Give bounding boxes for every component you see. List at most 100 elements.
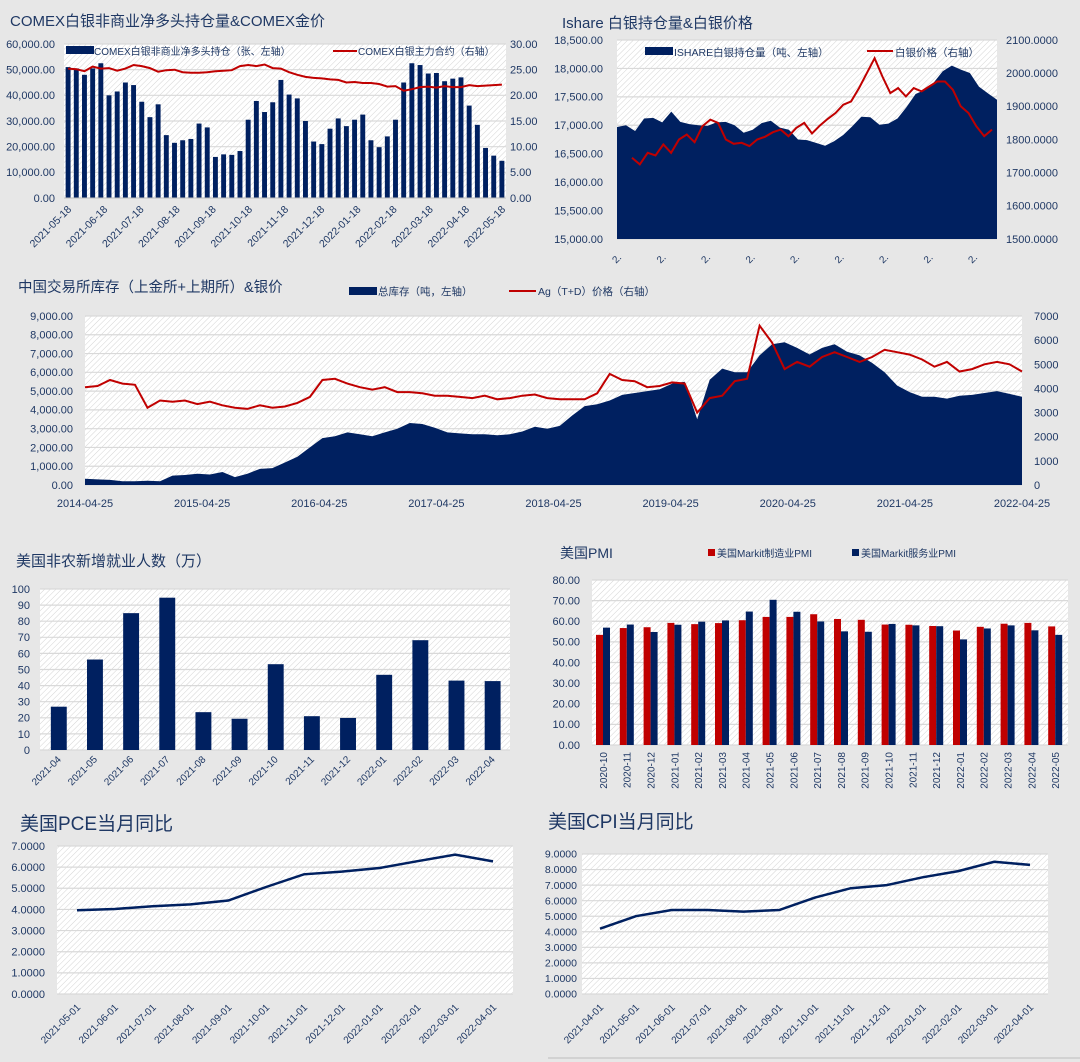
y-tick-label: 10,000.00 (6, 167, 55, 179)
ishare-chart: Ishare 白银持仓量&白银价格 15,000.00 15,500.00 16,00… (554, 15, 1058, 266)
y-tick-label: 30,000.00 (6, 116, 55, 128)
y2-tick-label: 1900.0000 (1006, 101, 1058, 113)
x-tick-label: 2021-12 (319, 754, 353, 788)
y-tick-label: 8.0000 (545, 864, 577, 876)
bar (401, 82, 407, 198)
y2-tick-label: 2100.0000 (1006, 35, 1058, 47)
bar-manufacturing (905, 624, 913, 745)
legend-label: ISHARE白银持仓量（吨、左轴） (674, 46, 829, 59)
y-tick-label: 0.0000 (11, 989, 45, 1001)
bar-services (674, 624, 682, 745)
x-tick-label: 2. (966, 252, 980, 266)
bar (376, 147, 382, 198)
y2-tick-label: 1600.0000 (1006, 201, 1058, 213)
y2-tick-label: 20.00 (510, 90, 538, 102)
y-tick-label: 6,000.00 (30, 367, 73, 379)
bar-manufacturing (596, 634, 603, 745)
y-tick-label: 0.0000 (545, 989, 577, 1001)
x-tick-label: 2020-11 (623, 752, 634, 788)
bar (139, 101, 145, 198)
bar (360, 114, 366, 198)
x-tick-label: 2020-12 (647, 752, 658, 789)
y-tick-label: 40,000.00 (6, 90, 55, 102)
bar (196, 123, 202, 198)
bar-services (698, 621, 706, 745)
y-tick-label: 10 (18, 729, 30, 741)
bar-manufacturing (1048, 626, 1056, 745)
y2-tick-label: 10.00 (510, 142, 538, 154)
chart-title: 美国PMI (560, 545, 613, 561)
y2-tick-label: 2000 (1034, 432, 1058, 444)
y-tick-label: 30.00 (552, 678, 580, 690)
bar-services (626, 624, 634, 745)
bar (294, 98, 300, 198)
y-tick-label: 50.00 (552, 637, 580, 649)
y-tick-label: 60 (18, 648, 30, 660)
y-tick-label: 1,000.00 (30, 461, 73, 473)
bar-services (936, 626, 944, 745)
x-tick-label: 2015-04-25 (174, 498, 230, 510)
bar (267, 664, 284, 750)
x-tick-label: 2021-11 (284, 754, 318, 788)
bar-services (983, 628, 991, 745)
bar (122, 82, 128, 198)
bar (278, 79, 284, 198)
bar (245, 119, 251, 198)
x-tick-label: 2022-03 (428, 754, 462, 788)
y-tick-label: 9,000.00 (30, 311, 73, 323)
bar-manufacturing (953, 630, 960, 745)
y-tick-label: 70.00 (552, 595, 580, 607)
y2-tick-label: 0 (1034, 480, 1040, 492)
bar-manufacturing (929, 625, 937, 745)
x-tick-label: 2021-05 (766, 752, 777, 789)
y-tick-label: 0 (24, 745, 30, 757)
bar (195, 712, 212, 750)
nonfarm-chart: 美国非农新增就业人数（万） 0 10 20 30 40 50 60 70 80 90 100 2021-… (12, 553, 510, 788)
bar (262, 112, 267, 198)
y-tick-label: 2.0000 (545, 958, 577, 970)
chart-title: 美国非农新增就业人数（万） (16, 553, 211, 570)
bar (433, 73, 439, 198)
y2-tick-label: 0.00 (510, 193, 531, 205)
bar-services (603, 627, 610, 745)
bar (327, 128, 333, 198)
inventory-area (85, 342, 1022, 485)
bar-manufacturing (691, 624, 699, 745)
bar (163, 135, 169, 198)
y-tick-label: 1.0000 (545, 973, 577, 985)
bar (340, 717, 356, 750)
bar (368, 140, 374, 198)
bar (204, 127, 210, 198)
y-tick-label: 6.0000 (11, 862, 45, 874)
pce-chart: 美国PCE当月同比 0.0000 1.0000 2.0000 3.0000 4.0000 5… (11, 813, 513, 1046)
y-tick-label: 7,000.00 (30, 348, 73, 360)
x-tick-label: 2022-03 (1004, 752, 1015, 789)
x-tick-label: 2021-04 (742, 752, 753, 789)
bar (237, 151, 243, 198)
bar-manufacturing (810, 614, 818, 745)
x-tick-label: 2. (788, 252, 802, 266)
legend-label: 美国Markit服务业PMI (861, 547, 956, 560)
legend-label: COMEX白银非商业净多头持仓（张、左轴） (94, 45, 291, 58)
x-tick-label: 2022-04 (1027, 752, 1038, 789)
bar (303, 716, 320, 750)
y-tick-label: 3.0000 (11, 925, 45, 937)
bar (417, 65, 423, 199)
x-tick-label: 2. (610, 252, 624, 266)
x-tick-label: 2022-02 (980, 752, 991, 789)
bar-services (1055, 634, 1063, 745)
y-tick-label: 80.00 (552, 575, 580, 587)
bar-services (1007, 625, 1015, 745)
y-tick-label: 5.0000 (545, 911, 577, 923)
x-tick-label: 2020-04-25 (760, 498, 816, 510)
y-tick-label: 40 (18, 680, 30, 692)
y2-tick-label: 1500.0000 (1006, 234, 1058, 246)
y-tick-label: 50 (18, 664, 30, 676)
y2-tick-label: 4000 (1034, 383, 1058, 395)
x-tick-label: 2. (833, 252, 847, 266)
bar (73, 68, 79, 198)
y-tick-label: 7.0000 (545, 880, 577, 892)
y2-tick-label: 15.00 (510, 116, 538, 128)
x-tick-label: 2021-11 (908, 752, 919, 788)
